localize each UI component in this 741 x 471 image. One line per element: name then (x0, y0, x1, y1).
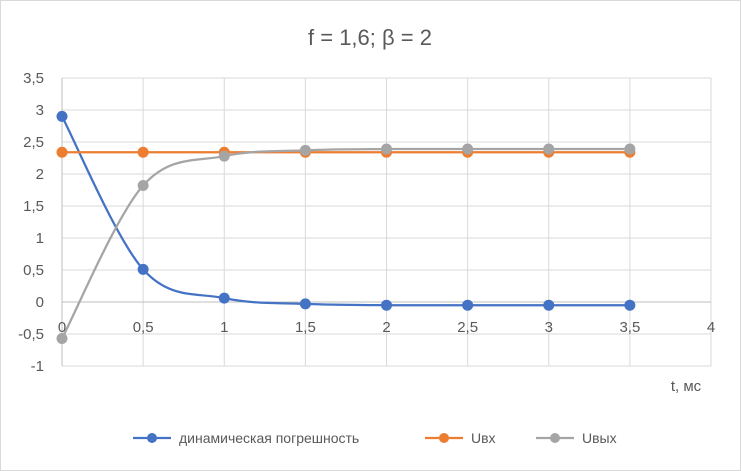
y-axis-tick-labels: -1 -0,5 0 0,5 1 1,5 2 2,5 3 3,5 (18, 70, 44, 375)
chart-title: f = 1,6; β = 2 (308, 25, 432, 50)
x-tick-label: 3,5 (619, 319, 640, 336)
data-point (137, 180, 149, 192)
x-tick-label: 0 (58, 319, 66, 336)
data-point (218, 150, 230, 162)
data-point (218, 292, 230, 304)
data-point (56, 146, 68, 158)
y-tick-label: 1 (36, 230, 44, 247)
data-point (137, 263, 149, 275)
y-tick-label: 0 (36, 294, 44, 311)
series-points (56, 110, 636, 344)
data-point (299, 144, 311, 156)
series-line-1 (61, 115, 630, 307)
grid-lines (61, 77, 712, 367)
y-tick-label: -0,5 (18, 326, 44, 343)
legend-label: динамическая погрешность (179, 430, 359, 446)
data-point (137, 146, 149, 158)
x-axis-tick-labels: 0 0,5 1 1,5 2 2,5 3 3,5 4 (58, 319, 715, 336)
legend-label: Uвых (582, 430, 617, 446)
x-tick-label: 2,5 (457, 319, 478, 336)
data-point (381, 143, 392, 155)
data-point (299, 298, 311, 310)
y-tick-label: 0,5 (23, 262, 44, 279)
legend-label: Uвх (471, 430, 496, 446)
x-tick-label: 3 (545, 319, 553, 336)
x-tick-label: 0,5 (133, 319, 154, 336)
x-tick-label: 1 (220, 319, 228, 336)
legend-swatch-marker (550, 433, 560, 443)
x-axis-title: t, мс (671, 378, 702, 395)
data-point (462, 143, 474, 155)
data-point (56, 332, 68, 344)
y-tick-label: 1,5 (23, 198, 44, 215)
data-point (543, 143, 555, 155)
data-point (381, 299, 392, 311)
x-tick-label: 1,5 (295, 319, 316, 336)
data-point (624, 299, 636, 311)
data-point (56, 110, 68, 122)
y-tick-label: 3,5 (23, 70, 44, 87)
data-point (624, 143, 636, 155)
legend: динамическая погрешность Uвх Uвых (133, 430, 617, 446)
data-point (462, 299, 474, 311)
series-line-3 (61, 147, 630, 340)
legend-swatch-marker (147, 433, 157, 443)
y-tick-label: 3 (36, 102, 44, 119)
y-tick-label: 2 (36, 166, 44, 183)
y-tick-label: 2,5 (23, 134, 44, 151)
data-point (543, 299, 555, 311)
legend-swatch-marker (439, 433, 449, 443)
x-tick-label: 4 (707, 319, 715, 336)
y-tick-label: -1 (31, 358, 44, 375)
x-tick-label: 2 (382, 319, 390, 336)
